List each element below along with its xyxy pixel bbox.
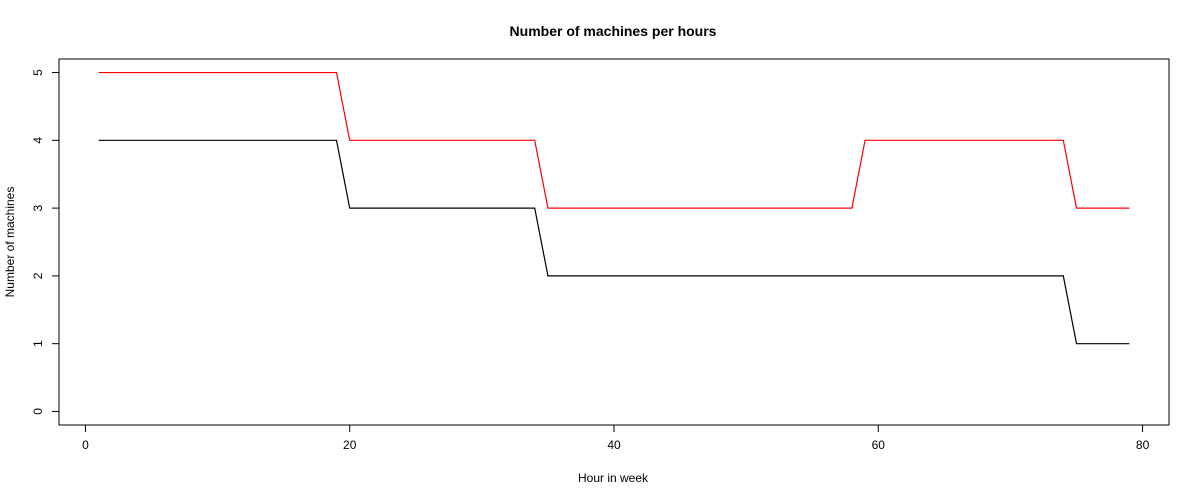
x-tick-label: 0	[82, 438, 89, 452]
plot-frame	[58, 58, 1170, 426]
y-tick-label: 5	[31, 69, 45, 76]
x-tick-label: 20	[343, 438, 357, 452]
y-axis-label: Number of machines	[3, 187, 17, 298]
y-axis: 0 1 2 3 4 5	[31, 69, 60, 415]
y-tick-label: 2	[31, 272, 45, 279]
chart-title: Number of machines per hours	[510, 23, 717, 39]
y-tick-label: 1	[31, 340, 45, 347]
series-line-2	[98, 139, 1130, 345]
series-layer	[98, 71, 1130, 345]
y-tick-label: 0	[31, 408, 45, 415]
y-tick-label: 3	[31, 204, 45, 211]
series-line-1	[98, 71, 1130, 209]
x-tick-label: 60	[872, 438, 886, 452]
x-tick-label: 80	[1136, 438, 1150, 452]
x-axis: 0 20 40 60 80	[82, 424, 1150, 452]
x-tick-label: 40	[607, 438, 621, 452]
y-tick-label: 4	[31, 137, 45, 144]
x-axis-label: Hour in week	[578, 471, 649, 485]
